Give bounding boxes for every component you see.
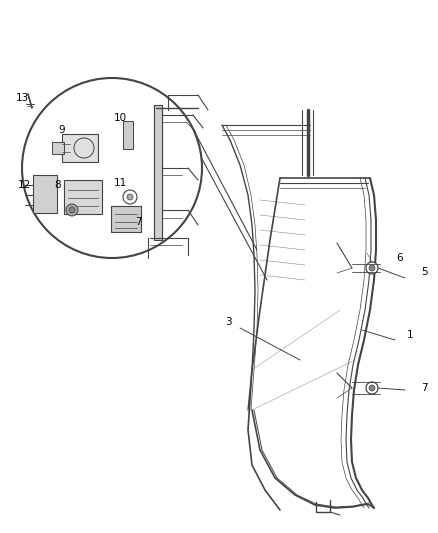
Text: 10: 10 — [113, 113, 127, 123]
Text: 5: 5 — [420, 267, 427, 277]
Text: 13: 13 — [15, 93, 28, 103]
Text: 12: 12 — [18, 180, 31, 190]
Text: 6: 6 — [397, 253, 403, 263]
Bar — [62, 134, 98, 162]
Bar — [64, 180, 102, 214]
Text: 9: 9 — [59, 125, 65, 135]
Circle shape — [366, 382, 378, 394]
Text: 7: 7 — [135, 217, 141, 227]
Text: 11: 11 — [113, 178, 127, 188]
Text: 7: 7 — [420, 383, 427, 393]
Circle shape — [369, 265, 375, 271]
Bar — [154, 105, 162, 240]
Text: 8: 8 — [55, 180, 61, 190]
Circle shape — [66, 204, 78, 216]
Circle shape — [366, 262, 378, 274]
Circle shape — [123, 190, 137, 204]
Bar — [111, 206, 141, 232]
Circle shape — [369, 385, 375, 391]
Text: 1: 1 — [407, 330, 413, 340]
Bar — [52, 142, 64, 154]
Bar — [123, 121, 133, 149]
Circle shape — [127, 194, 133, 200]
Circle shape — [22, 78, 202, 258]
Circle shape — [69, 207, 75, 213]
Text: 3: 3 — [225, 317, 231, 327]
Bar — [33, 175, 57, 213]
